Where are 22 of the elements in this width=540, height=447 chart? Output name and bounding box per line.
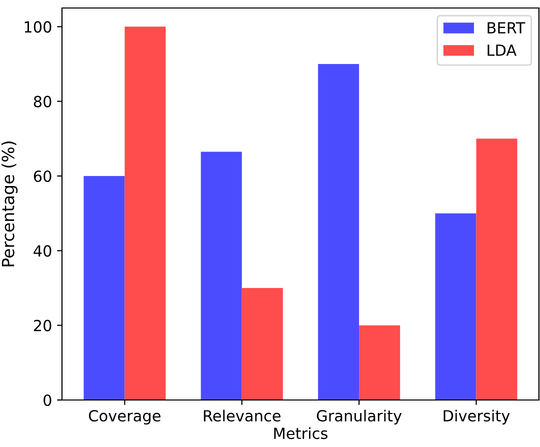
x-tick-label: Granularity — [316, 410, 402, 425]
bar — [200, 152, 242, 400]
legend-label: LDA — [488, 44, 517, 56]
x-tick-label: Coverage — [88, 410, 160, 425]
y-tick-label: 100 — [24, 21, 52, 33]
bar — [435, 213, 476, 400]
y-tick-label: 40 — [34, 245, 52, 257]
x-tick-label: Diversity — [444, 410, 510, 425]
bar — [84, 176, 125, 400]
bar — [476, 138, 518, 400]
bar — [359, 325, 400, 400]
legend-label: BERT — [488, 22, 526, 34]
x-axis-title: Metrics — [274, 427, 328, 440]
y-tick-label: 80 — [34, 96, 52, 108]
bar — [242, 288, 283, 400]
bar — [318, 64, 360, 400]
x-tick-label: Relevance — [204, 410, 280, 422]
y-axis-title: Percentage (%) — [1, 141, 18, 266]
y-tick-label: 20 — [34, 320, 52, 332]
y-tick-label: 0 — [44, 394, 52, 406]
bar — [124, 26, 166, 400]
y-tick-label: 60 — [34, 170, 52, 182]
